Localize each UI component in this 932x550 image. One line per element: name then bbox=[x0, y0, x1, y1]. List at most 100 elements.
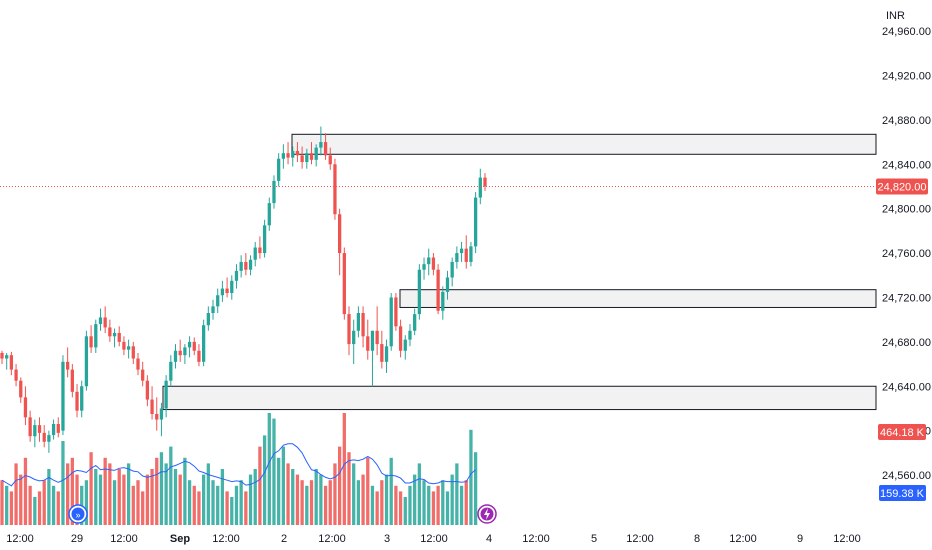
volume-bar bbox=[70, 457, 74, 525]
candle bbox=[375, 306, 379, 356]
candle bbox=[201, 319, 206, 367]
candle bbox=[291, 146, 295, 167]
time-tick-label: 12:00 bbox=[212, 533, 240, 545]
volume-bar bbox=[352, 463, 356, 525]
time-tick-label: 4 bbox=[486, 533, 492, 545]
candle bbox=[169, 355, 173, 387]
candle bbox=[103, 306, 107, 333]
candle bbox=[131, 341, 135, 365]
volume-bar bbox=[413, 474, 417, 525]
volume-bar bbox=[305, 485, 309, 525]
candle bbox=[89, 325, 93, 353]
candle bbox=[380, 330, 384, 369]
time-tick-label: 12:00 bbox=[420, 533, 448, 545]
price-tick-label: 24,560.00 bbox=[882, 470, 931, 482]
volume-bar bbox=[244, 491, 248, 525]
candle bbox=[141, 361, 145, 387]
volume-bar bbox=[98, 474, 103, 525]
volume-bar bbox=[272, 418, 276, 525]
candle bbox=[183, 344, 187, 365]
candle bbox=[319, 126, 323, 156]
candle bbox=[98, 308, 103, 331]
candle bbox=[19, 377, 23, 403]
candle bbox=[0, 350, 4, 365]
volume-bar bbox=[323, 485, 328, 525]
volume-bar bbox=[84, 480, 89, 525]
candle bbox=[277, 153, 281, 187]
volume-bar bbox=[384, 474, 389, 525]
candle bbox=[309, 142, 314, 165]
candle bbox=[108, 319, 112, 342]
candle bbox=[197, 344, 201, 367]
candle bbox=[94, 319, 98, 353]
volume-bar bbox=[183, 457, 187, 525]
candle bbox=[394, 293, 398, 331]
volume-bar bbox=[192, 485, 196, 525]
volume-ma-tag: 159.38 K bbox=[879, 485, 926, 501]
candle bbox=[384, 339, 389, 373]
candle bbox=[33, 419, 37, 448]
volume-bar bbox=[75, 474, 79, 525]
volume-bar bbox=[14, 463, 18, 525]
supply-zone-top[interactable] bbox=[291, 133, 877, 155]
candle bbox=[342, 247, 346, 320]
candle bbox=[239, 255, 243, 278]
volume-bar bbox=[286, 463, 290, 525]
candle bbox=[445, 270, 450, 300]
volume-bar bbox=[314, 469, 318, 525]
volume-bar bbox=[66, 463, 70, 525]
candle bbox=[300, 146, 304, 169]
price-tick-label: 24,880.00 bbox=[882, 115, 931, 127]
price-tick-label: 24,800.00 bbox=[882, 204, 931, 216]
price-axis: 24,960.00 24,920.00 24,880.00 24,840.00 24,8… bbox=[882, 26, 931, 482]
candle bbox=[225, 277, 229, 298]
volume-bar bbox=[201, 474, 206, 525]
volume-bar bbox=[248, 474, 253, 525]
time-tick-label: 12:00 bbox=[110, 533, 138, 545]
candle bbox=[281, 144, 286, 169]
time-tick-label: 12:00 bbox=[626, 533, 654, 545]
volume-bar bbox=[417, 463, 421, 525]
candle bbox=[361, 306, 365, 348]
volume-bar bbox=[145, 474, 150, 525]
volume-bar bbox=[370, 485, 375, 525]
volume-bar bbox=[337, 446, 342, 525]
candles bbox=[0, 126, 487, 453]
volume-bar bbox=[309, 480, 314, 525]
zone-middle[interactable] bbox=[399, 289, 877, 308]
candle bbox=[150, 386, 154, 420]
candle bbox=[9, 351, 14, 376]
volume-bar bbox=[427, 485, 431, 525]
price-tick-label: 24,920.00 bbox=[882, 70, 931, 82]
candle bbox=[42, 425, 46, 448]
volume-bar bbox=[42, 480, 46, 525]
candle bbox=[267, 197, 271, 231]
volume-bar bbox=[159, 452, 164, 525]
volume-bar bbox=[375, 491, 379, 525]
time-tick-label: 2 bbox=[281, 533, 287, 545]
candle bbox=[122, 336, 126, 356]
candle bbox=[216, 288, 220, 314]
candle bbox=[450, 257, 454, 287]
demand-zone-bottom[interactable] bbox=[162, 385, 877, 411]
volume-bar bbox=[328, 480, 332, 525]
event-marker-lightning-icon[interactable] bbox=[477, 504, 497, 524]
volume-bar bbox=[403, 497, 407, 525]
volume-bar bbox=[469, 429, 473, 525]
time-tick-label: 29 bbox=[71, 533, 83, 545]
candle bbox=[295, 142, 300, 163]
volume-bar bbox=[431, 491, 436, 525]
volume-bar bbox=[295, 474, 300, 525]
candle bbox=[314, 144, 318, 167]
time-tick-label: 12:00 bbox=[833, 533, 861, 545]
time-tick-label: 9 bbox=[797, 533, 803, 545]
volume-bar bbox=[131, 485, 135, 525]
candle bbox=[173, 344, 178, 369]
volume-bar bbox=[108, 463, 112, 525]
time-tick-label: 12:00 bbox=[522, 533, 550, 545]
volume-bar bbox=[103, 457, 107, 525]
event-marker-dividend-icon[interactable]: » bbox=[68, 504, 88, 524]
price-tick-label: 24,720.00 bbox=[882, 292, 931, 304]
